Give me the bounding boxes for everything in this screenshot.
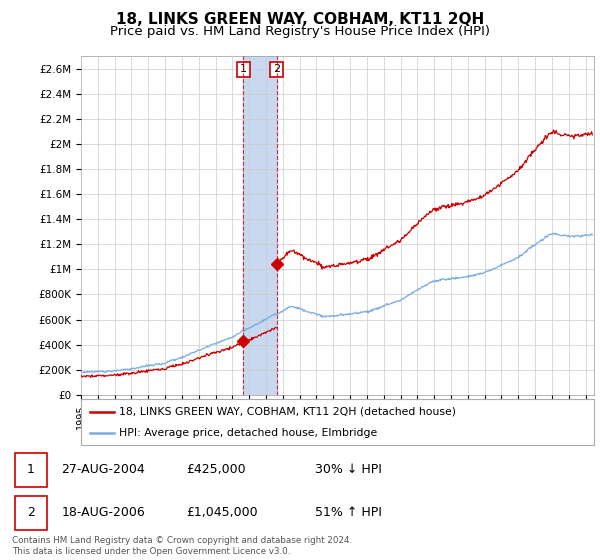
Text: 18, LINKS GREEN WAY, COBHAM, KT11 2QH (detached house): 18, LINKS GREEN WAY, COBHAM, KT11 2QH (d… — [119, 407, 457, 417]
Text: Contains HM Land Registry data © Crown copyright and database right 2024.
This d: Contains HM Land Registry data © Crown c… — [12, 536, 352, 556]
Text: 18-AUG-2006: 18-AUG-2006 — [61, 506, 145, 520]
Bar — [15, 452, 47, 487]
Text: £1,045,000: £1,045,000 — [187, 506, 258, 520]
Text: 2: 2 — [273, 64, 280, 74]
Text: 2: 2 — [27, 506, 35, 520]
Text: 30% ↓ HPI: 30% ↓ HPI — [314, 463, 382, 477]
Bar — [244, 56, 277, 395]
Text: 18, LINKS GREEN WAY, COBHAM, KT11 2QH: 18, LINKS GREEN WAY, COBHAM, KT11 2QH — [116, 12, 484, 27]
Text: HPI: Average price, detached house, Elmbridge: HPI: Average price, detached house, Elmb… — [119, 428, 378, 438]
Text: £425,000: £425,000 — [187, 463, 246, 477]
Text: 27-AUG-2004: 27-AUG-2004 — [61, 463, 145, 477]
Text: Price paid vs. HM Land Registry's House Price Index (HPI): Price paid vs. HM Land Registry's House … — [110, 25, 490, 38]
Text: 51% ↑ HPI: 51% ↑ HPI — [314, 506, 382, 520]
Bar — [15, 496, 47, 530]
Text: 1: 1 — [27, 463, 35, 477]
Text: 1: 1 — [240, 64, 247, 74]
